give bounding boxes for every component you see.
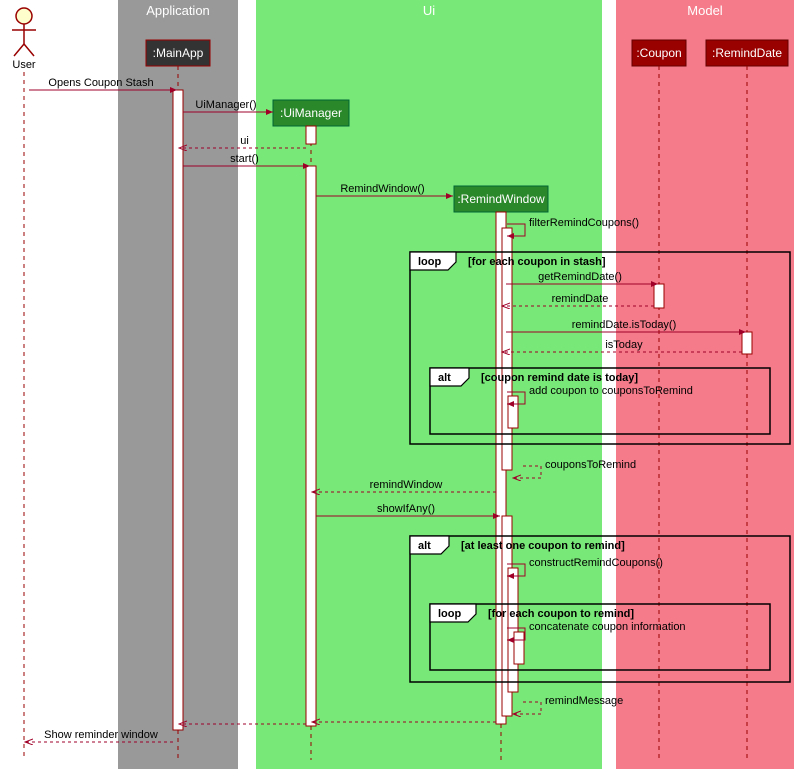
activation-remindwin-add [508,396,518,428]
svg-text:ui: ui [240,135,249,147]
svg-text:remindDate.isToday(): remindDate.isToday() [572,319,677,331]
svg-text:[for each coupon in stash]: [for each coupon in stash] [468,256,606,268]
svg-text:Opens Coupon Stash: Opens Coupon Stash [48,77,153,89]
svg-text:showIfAny(): showIfAny() [377,503,435,515]
activation-remindwin-construct [508,568,518,692]
svg-text::Coupon: :Coupon [636,46,681,60]
svg-text:remindDate: remindDate [552,293,609,305]
svg-text::UiManager: :UiManager [280,106,342,120]
svg-text:[at least one coupon to remind: [at least one coupon to remind] [461,540,625,552]
svg-text::RemindWindow: :RemindWindow [457,192,545,206]
svg-text:Model: Model [687,3,723,18]
svg-text:remindMessage: remindMessage [545,695,623,707]
svg-text:[for each coupon to remind]: [for each coupon to remind] [488,608,634,620]
svg-text:loop: loop [438,608,461,620]
svg-text:alt: alt [438,372,451,384]
svg-text:[coupon remind date is today]: [coupon remind date is today] [481,372,638,384]
svg-text:loop: loop [418,256,441,268]
svg-text:start(): start() [230,153,259,165]
svg-text:Show reminder window: Show reminder window [44,729,158,741]
activation-reminddate [742,332,752,354]
message-m20: Show reminder window [25,729,173,742]
svg-text:getRemindDate(): getRemindDate() [538,271,622,283]
svg-text:Application: Application [146,3,210,18]
svg-text:constructRemindCoupons(): constructRemindCoupons() [529,557,663,569]
svg-text::MainApp: :MainApp [153,46,204,60]
svg-text:User: User [12,59,36,71]
svg-text:UiManager(): UiManager() [195,99,256,111]
svg-text:concatenate coupon information: concatenate coupon information [529,621,686,633]
svg-text:remindWindow: remindWindow [370,479,443,491]
activation-uimgr-1 [306,126,316,144]
activation-remindwin-concat [514,632,524,664]
activation-uimgr-2 [306,166,316,726]
svg-text:RemindWindow(): RemindWindow() [340,183,424,195]
svg-text:alt: alt [418,540,431,552]
svg-text:add coupon to couponsToRemind: add coupon to couponsToRemind [529,385,693,397]
activation-mainapp [173,90,183,730]
sequence-diagram: Application Ui Model User :MainApp :UiMa… [0,0,798,769]
svg-text:couponsToRemind: couponsToRemind [545,459,636,471]
svg-text::RemindDate: :RemindDate [712,46,782,60]
activation-coupon [654,284,664,308]
svg-text:Ui: Ui [423,3,435,18]
svg-text:filterRemindCoupons(): filterRemindCoupons() [529,217,639,229]
actor-user: User [12,8,36,760]
svg-text:isToday: isToday [605,339,643,351]
